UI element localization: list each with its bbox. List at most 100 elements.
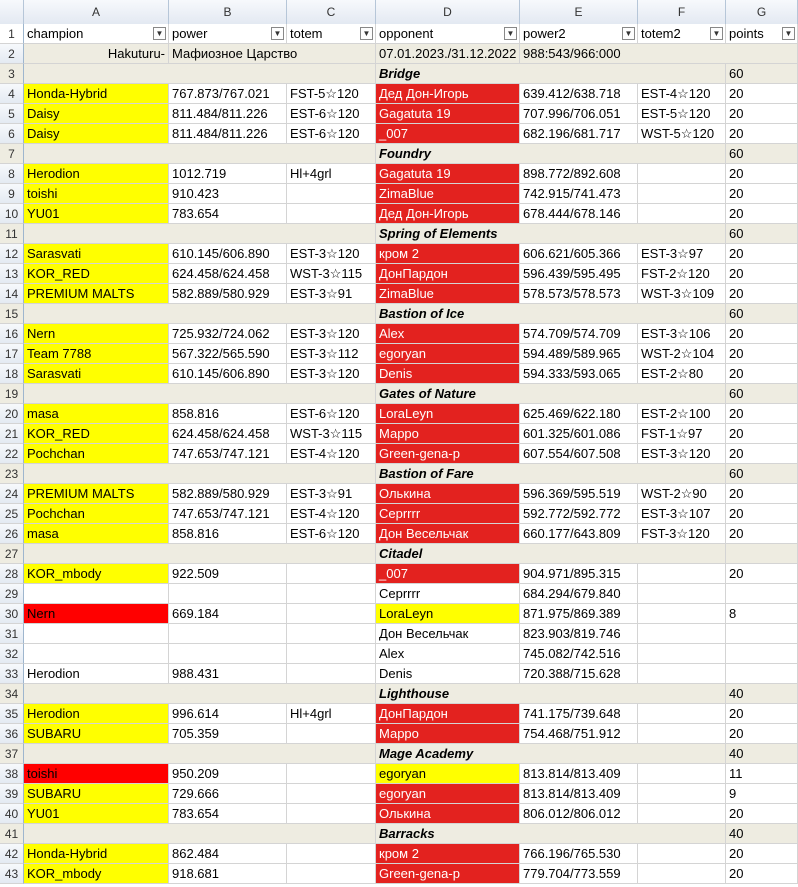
select-all-corner[interactable]	[0, 0, 24, 24]
points-cell[interactable]: 20	[726, 344, 798, 364]
totem-cell[interactable]: EST-3☆120	[287, 244, 376, 264]
opponent-cell[interactable]: Green-gena-p	[376, 864, 520, 884]
points-cell[interactable]: 20	[726, 524, 798, 544]
info-date-range[interactable]: 07.01.2023./31.12.2022	[376, 44, 520, 64]
section-blank[interactable]	[24, 464, 376, 484]
row-number[interactable]: 35	[0, 704, 24, 724]
section-name[interactable]: Bastion of Ice	[376, 304, 726, 324]
column-letter-c[interactable]: C	[287, 0, 376, 24]
column-letter-a[interactable]: A	[24, 0, 169, 24]
row-number[interactable]: 22	[0, 444, 24, 464]
header-totem2[interactable]: totem2 ▼	[638, 24, 726, 44]
row-number[interactable]: 25	[0, 504, 24, 524]
section-name[interactable]: Mage Academy	[376, 744, 726, 764]
power2-cell[interactable]: 707.996/706.051	[520, 104, 638, 124]
totem2-cell[interactable]: FST-3☆120	[638, 524, 726, 544]
row-number[interactable]: 41	[0, 824, 24, 844]
dropdown-arrow-icon[interactable]: ▼	[153, 27, 166, 40]
totem2-cell[interactable]: WST-5☆120	[638, 124, 726, 144]
totem2-cell[interactable]: EST-4☆120	[638, 84, 726, 104]
power2-cell[interactable]: 594.489/589.965	[520, 344, 638, 364]
totem2-cell[interactable]	[638, 704, 726, 724]
points-cell[interactable]: 20	[726, 844, 798, 864]
row-number[interactable]: 19	[0, 384, 24, 404]
champion-cell[interactable]: YU01	[24, 804, 169, 824]
totem-cell[interactable]	[287, 804, 376, 824]
power2-cell[interactable]: 682.196/681.717	[520, 124, 638, 144]
totem-cell[interactable]	[287, 724, 376, 744]
info-opponent-alliance[interactable]: Мафиозное Царство	[169, 44, 376, 64]
champion-cell[interactable]: PREMIUM MALTS	[24, 484, 169, 504]
totem-cell[interactable]: EST-3☆120	[287, 364, 376, 384]
column-letter-f[interactable]: F	[638, 0, 726, 24]
totem2-cell[interactable]	[638, 844, 726, 864]
points-cell[interactable]: 20	[726, 864, 798, 884]
header-power[interactable]: power ▼	[169, 24, 287, 44]
opponent-cell[interactable]: Дон Весельчак	[376, 624, 520, 644]
section-blank[interactable]	[24, 64, 376, 84]
power2-cell[interactable]: 806.012/806.012	[520, 804, 638, 824]
opponent-cell[interactable]: Denis	[376, 664, 520, 684]
power2-cell[interactable]: 754.468/751.912	[520, 724, 638, 744]
power-cell[interactable]: 858.816	[169, 404, 287, 424]
dropdown-arrow-icon[interactable]: ▼	[782, 27, 795, 40]
champion-cell[interactable]: masa	[24, 524, 169, 544]
power-cell[interactable]: 862.484	[169, 844, 287, 864]
row-number[interactable]: 9	[0, 184, 24, 204]
power2-cell[interactable]: 898.772/892.608	[520, 164, 638, 184]
power2-cell[interactable]: 720.388/715.628	[520, 664, 638, 684]
dropdown-arrow-icon[interactable]: ▼	[360, 27, 373, 40]
power-cell[interactable]: 582.889/580.929	[169, 484, 287, 504]
totem2-cell[interactable]	[638, 644, 726, 664]
totem-cell[interactable]	[287, 764, 376, 784]
totem2-cell[interactable]	[638, 864, 726, 884]
points-cell[interactable]: 20	[726, 104, 798, 124]
totem2-cell[interactable]	[638, 664, 726, 684]
totem-cell[interactable]	[287, 204, 376, 224]
opponent-cell[interactable]: ZimaBlue	[376, 284, 520, 304]
champion-cell[interactable]: KOR_mbody	[24, 864, 169, 884]
champion-cell[interactable]	[24, 624, 169, 644]
row-number[interactable]: 36	[0, 724, 24, 744]
section-blank[interactable]	[24, 304, 376, 324]
champion-cell[interactable]: Daisy	[24, 104, 169, 124]
dropdown-arrow-icon[interactable]: ▼	[622, 27, 635, 40]
points-cell[interactable]: 20	[726, 364, 798, 384]
power2-cell[interactable]: 742.915/741.473	[520, 184, 638, 204]
opponent-cell[interactable]: Олькина	[376, 804, 520, 824]
power2-cell[interactable]: 594.333/593.065	[520, 364, 638, 384]
totem-cell[interactable]: EST-4☆120	[287, 444, 376, 464]
power-cell[interactable]	[169, 584, 287, 604]
opponent-cell[interactable]: Серrrrr	[376, 584, 520, 604]
totem-cell[interactable]	[287, 844, 376, 864]
points-cell[interactable]: 20	[726, 564, 798, 584]
section-name[interactable]: Bastion of Fare	[376, 464, 726, 484]
points-cell[interactable]: 20	[726, 484, 798, 504]
header-opponent[interactable]: opponent ▼	[376, 24, 520, 44]
points-cell[interactable]: 8	[726, 604, 798, 624]
row-number[interactable]: 39	[0, 784, 24, 804]
totem-cell[interactable]	[287, 784, 376, 804]
totem2-cell[interactable]: EST-2☆80	[638, 364, 726, 384]
row-number[interactable]: 23	[0, 464, 24, 484]
totem-cell[interactable]: EST-4☆120	[287, 504, 376, 524]
section-blank[interactable]	[24, 384, 376, 404]
totem2-cell[interactable]: EST-3☆106	[638, 324, 726, 344]
totem-cell[interactable]: EST-6☆120	[287, 404, 376, 424]
points-cell[interactable]: 20	[726, 244, 798, 264]
totem2-cell[interactable]: FST-2☆120	[638, 264, 726, 284]
section-points[interactable]: 60	[726, 384, 798, 404]
section-points[interactable]: 60	[726, 64, 798, 84]
row-number[interactable]: 6	[0, 124, 24, 144]
totem2-cell[interactable]	[638, 164, 726, 184]
points-cell[interactable]	[726, 644, 798, 664]
power-cell[interactable]: 610.145/606.890	[169, 364, 287, 384]
opponent-cell[interactable]: Дед Дон-Игорь	[376, 84, 520, 104]
power2-cell[interactable]: 596.439/595.495	[520, 264, 638, 284]
row-number[interactable]: 2	[0, 44, 24, 64]
totem-cell[interactable]	[287, 644, 376, 664]
dropdown-arrow-icon[interactable]: ▼	[271, 27, 284, 40]
points-cell[interactable]: 20	[726, 704, 798, 724]
champion-cell[interactable]: Herodion	[24, 664, 169, 684]
opponent-cell[interactable]: Марро	[376, 424, 520, 444]
